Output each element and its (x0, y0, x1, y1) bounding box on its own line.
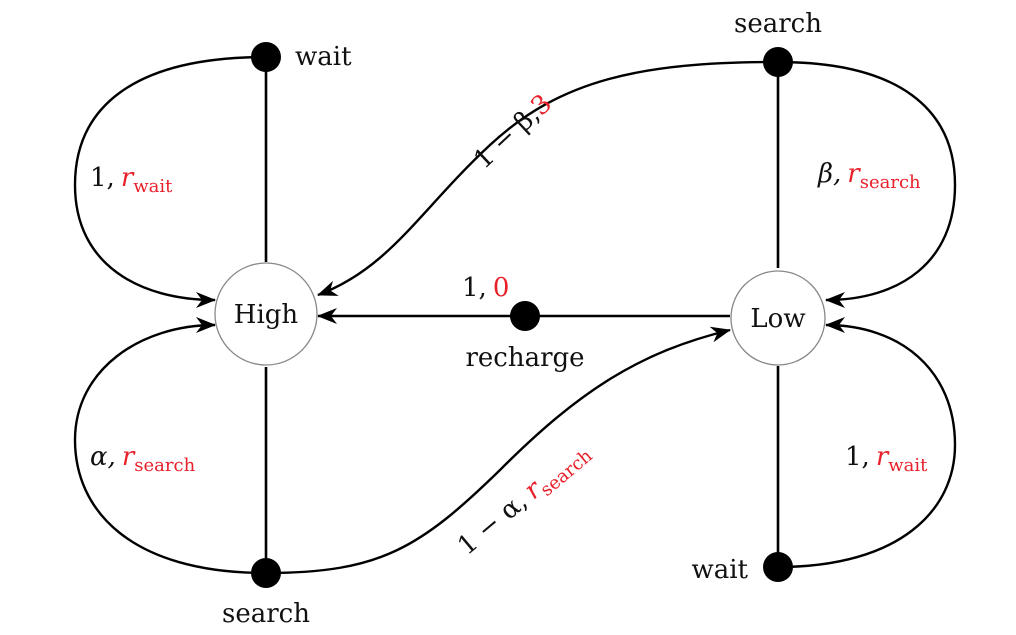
state-high-node (214, 262, 318, 366)
label-low-wait-loop: 1, rwait (845, 442, 928, 476)
state-high-label: High (234, 300, 299, 330)
label-high-search-to-low: 1 − α,rsearch (452, 435, 597, 564)
arc-high-search-to-low (265, 326, 731, 575)
arc-low-wait-loop (777, 317, 957, 569)
action-low-wait-node (763, 552, 793, 582)
action-high-wait-label: wait (295, 42, 352, 72)
label-low-search-to-high: 1 − β,3 (468, 89, 558, 176)
arc-high-wait-loop (73, 55, 267, 308)
label-recharge-to-high: 1, 0 (462, 273, 509, 303)
label-high-search-loop: α, rsearch (90, 442, 196, 476)
label-high-wait-loop: 1, rwait (90, 163, 173, 197)
action-high-wait-node (251, 42, 281, 72)
action-high-search-node (251, 558, 281, 588)
arc-low-search-to-high (317, 60, 779, 297)
action-low-search-node (763, 47, 793, 77)
state-low-label: Low (750, 304, 805, 334)
state-low-node (730, 270, 826, 366)
action-low-search-label: search (734, 9, 822, 39)
arc-high-search-loop (73, 317, 267, 575)
action-recharge-node (510, 301, 540, 331)
action-high-search-label: search (222, 599, 310, 629)
arc-low-search-loop (777, 60, 957, 308)
action-low-wait-label: wait (691, 555, 748, 585)
action-recharge-label: recharge (465, 343, 584, 373)
label-low-search-loop: β, rsearch (817, 159, 921, 193)
